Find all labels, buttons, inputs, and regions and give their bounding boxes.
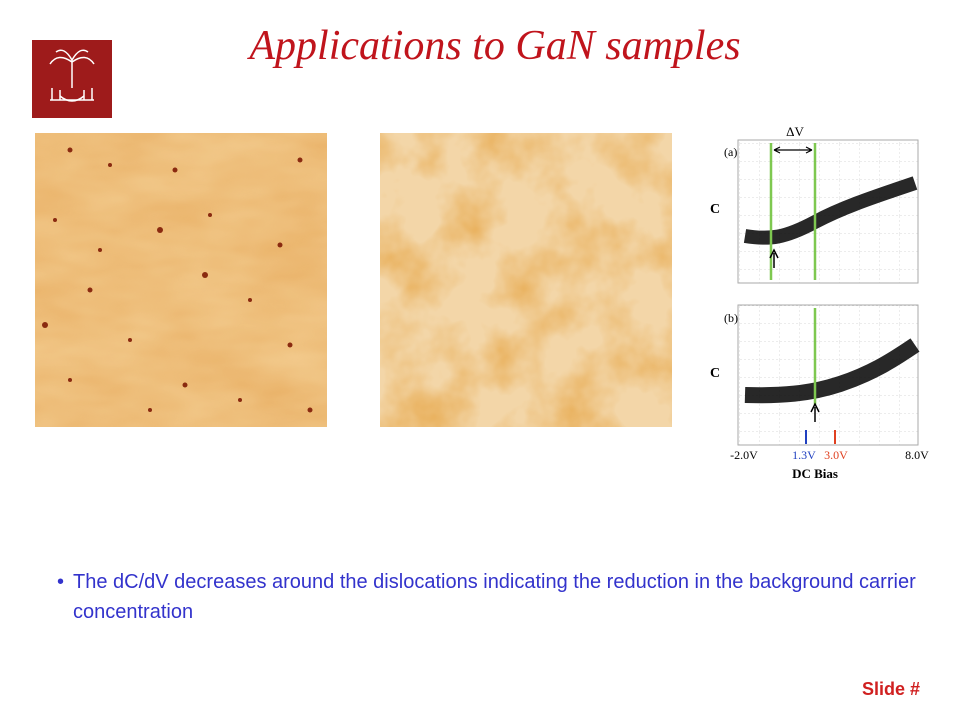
arrow bbox=[769, 248, 779, 268]
y-axis-label: C bbox=[710, 366, 720, 381]
x-tick-label: 8.0V bbox=[905, 448, 929, 462]
afm-texture-1 bbox=[35, 133, 327, 427]
slide-title: Applications to GaN samples bbox=[249, 23, 741, 69]
x-axis-label: DC Bias bbox=[792, 466, 838, 481]
slide-number: Slide # bbox=[861, 679, 920, 699]
arrow bbox=[810, 402, 820, 422]
bullet-mark: • bbox=[57, 571, 65, 593]
plot-b-frame bbox=[737, 304, 919, 446]
afm-texture-2 bbox=[380, 133, 672, 427]
x-tick-label: 3.0V bbox=[824, 448, 848, 462]
delta-arrow bbox=[773, 146, 813, 154]
plot-b-curve bbox=[744, 338, 920, 404]
y-axis-label: C bbox=[710, 202, 720, 217]
panel-label: (b) bbox=[724, 311, 738, 325]
dislocation-dots bbox=[42, 147, 313, 413]
panel-label: (a) bbox=[724, 145, 737, 159]
bullet-text: The dC/dV decreases around the dislocati… bbox=[73, 571, 916, 623]
delta-label: ΔV bbox=[786, 124, 804, 139]
x-tick-label: 1.3V bbox=[792, 448, 816, 462]
x-tick-label: -2.0V bbox=[730, 448, 758, 462]
bullet-item: • The dC/dV decreases around the disloca… bbox=[57, 567, 937, 627]
logo-emblem bbox=[49, 49, 95, 102]
